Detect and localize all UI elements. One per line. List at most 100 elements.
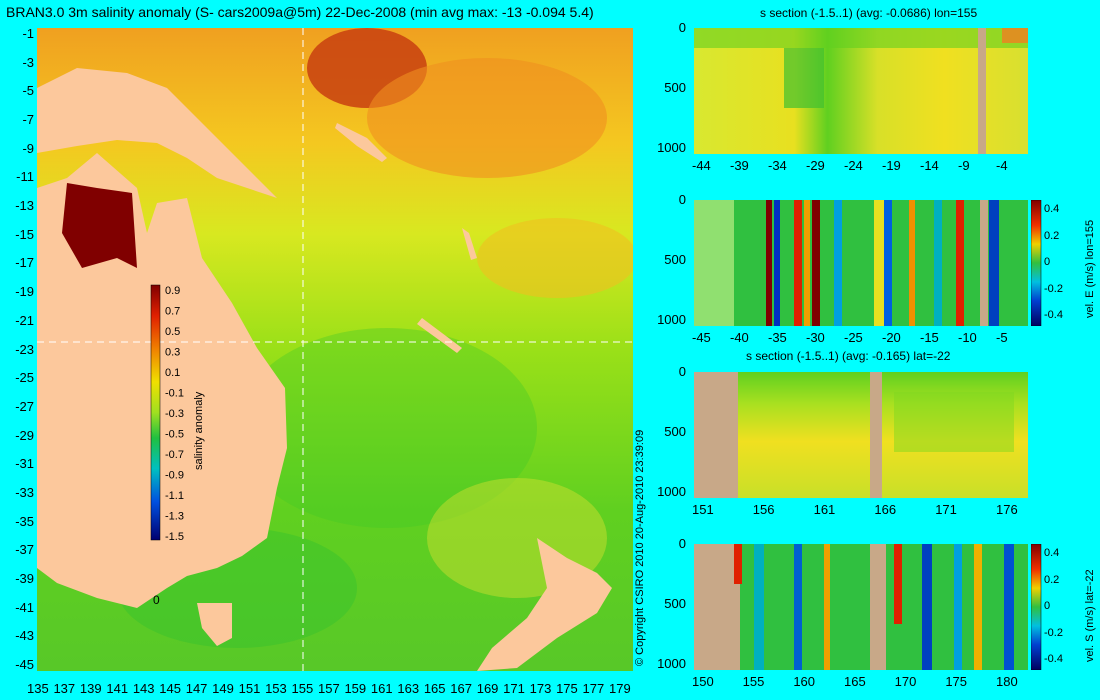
panel-2-y-tick: 0 [678,192,686,207]
panel-3-salinity-section[interactable] [694,372,1028,498]
map-lon-tick: 135 [27,681,49,696]
panel-2-velocity-section[interactable] [694,200,1028,326]
map-lon-tick: 175 [556,681,578,696]
map-lat-tick: -39 [15,570,34,586]
panel-1-x-tick: -4 [996,158,1008,173]
colorbar-tick: -0.9 [165,470,184,482]
map-lon-tick: 163 [397,681,420,696]
colorbar-tick: -1.5 [165,531,184,543]
map-lon-tick: 143 [132,681,155,696]
panel-3-x-tick: 151 [692,502,714,517]
panel-4-side-label: vel. S (m/s) lat=-22 [1084,569,1096,662]
map-lat-tick: -27 [15,398,34,414]
panel-1-x-tick: -34 [768,158,787,173]
panel-4-velocity-section[interactable] [694,544,1028,670]
panel-4-colorbar-tick: 0.2 [1044,573,1060,586]
panel-4-colorbar [1031,544,1042,670]
panel-2-x-tick: -20 [882,330,901,345]
map-lat-tick: -31 [15,456,34,472]
map-lat-tick: -33 [15,484,34,500]
main-title: BRAN3.0 3m salinity anomaly (S- cars2009… [6,4,594,20]
panel-1-salinity-section[interactable] [694,28,1028,154]
panel-3-y-tick: 500 [664,424,686,439]
land-solomon-islands [335,123,387,162]
panel-1-x-tick: -44 [692,158,711,173]
panel-2-x-tick: -15 [920,330,939,345]
panel-1-x-tick: -24 [844,158,863,173]
colorbar-tick: 0.1 [165,367,180,379]
map-lat-tick: -35 [15,513,34,529]
map-lon-tick: 171 [503,681,525,696]
salinity-map[interactable]: 0.9 0.7 0.5 0.3 0.1 -0.1 -0.3 -0.5 -0.7 -0.9 -1.1 -… [37,28,633,671]
colorbar-tick: -0.3 [165,408,184,420]
map-lat-tick: -25 [15,370,34,386]
map-lat-tick: -3 [22,54,34,70]
panel-3-x-tick: 176 [996,502,1018,517]
colorbar-tick: -1.1 [165,490,184,502]
colorbar-tick: -0.7 [165,449,184,461]
panel-2-colorbar-tick: -0.4 [1044,309,1063,321]
panel-1-y-tick: 1000 [657,140,686,155]
colorbar-ticks: 0.9 0.7 0.5 0.3 0.1 -0.1 -0.3 -0.5 -0.7 -0.9 -1.1 -… [165,285,184,543]
map-lat-tick: -5 [22,83,34,99]
panel-1-x-tick: -29 [806,158,825,173]
panel-2-x-tick: -10 [958,330,977,345]
land-vanuatu [462,228,477,260]
panel-4-x-tick: 160 [793,674,816,689]
panel-3-x-tick: 156 [752,502,775,517]
map-lon-tick: 179 [609,681,631,696]
panel-3-y-tick: 0 [678,364,686,379]
panel-4-colorbar-tick: 0 [1044,600,1051,612]
land-new-guinea [37,68,277,198]
map-lon-tick: 155 [291,681,314,696]
panel-3-y-tick: 1000 [657,484,686,499]
map-lat-tick: -7 [22,112,34,128]
panel-4-x-tick: 175 [945,674,968,689]
panel-4-colorbar-tick: -0.2 [1044,626,1063,639]
panel-4-colorbar-tick: 0.4 [1044,547,1060,559]
panel-3-x-tick: 171 [935,502,957,517]
map-lat-tick: -9 [22,140,34,156]
panel-2-x-tick: -45 [692,330,711,345]
land-tasmania [197,603,232,646]
panel-1-x-tick: -9 [958,158,970,173]
map-lat-tick: -37 [15,542,34,558]
panel-3-title: s section (-1.5..1) (avg: -0.165) lat=-2… [746,349,951,363]
panel-1-title: s section (-1.5..1) (avg: -0.0686) lon=1… [760,6,978,20]
map-lon-tick: 177 [582,681,605,696]
panel-1-x-tick: -19 [882,158,901,173]
panel-1-y-tick: 500 [664,80,686,95]
colorbar-tick: 0.9 [165,285,180,297]
land-australia [37,153,287,608]
panel-2-y-tick: 1000 [657,312,686,327]
panel-2-x-tick: -30 [806,330,825,345]
panel-3-x-tick: 166 [874,502,897,517]
panel-2-colorbar-tick: 0 [1044,256,1051,268]
panel-4-y-tick: 1000 [657,656,686,671]
panel-3-x-tick: 161 [813,502,836,517]
colorbar-tick: -0.5 [165,429,184,441]
panel-4-x-tick: 165 [844,674,866,689]
map-lat-tick: -21 [15,312,34,328]
map-lon-tick: 153 [265,681,287,696]
land-new-zealand [477,538,612,671]
panel-2-colorbar [1031,200,1042,326]
colorbar-tick: 0.7 [165,306,180,318]
map-lon-tick: 173 [529,681,552,696]
map-lat-tick: -11 [16,169,34,185]
colorbar-tick: 0.5 [165,326,180,338]
map-lon-tick: 159 [344,681,367,696]
map-lat-tick: -17 [15,255,34,271]
panel-2-colorbar-tick: 0.4 [1044,203,1060,215]
map-lat-tick: -23 [15,341,34,357]
map-inset-label: 0 [153,593,160,607]
map-lat-tick: -1 [22,26,34,41]
map-lon-tick: 157 [318,681,340,696]
map-lat-tick: -13 [15,198,34,214]
map-lat-tick: -19 [15,284,34,300]
panel-4-x-tick: 180 [996,674,1018,689]
map-lon-tick: 167 [450,681,472,696]
panel-2-x-tick: -5 [996,330,1008,345]
map-lat-tick: -15 [15,226,34,242]
map-lat-tick: -45 [15,657,34,672]
